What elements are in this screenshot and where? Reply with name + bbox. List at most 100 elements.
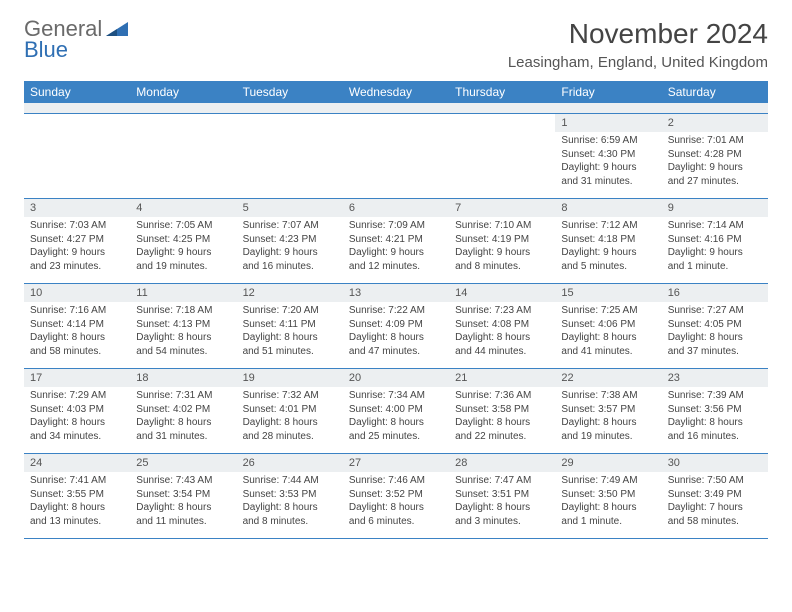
day-sunrise: Sunrise: 7:39 AM bbox=[668, 389, 762, 403]
day-day1: Daylight: 8 hours bbox=[243, 331, 337, 345]
day-data: Sunrise: 7:05 AMSunset: 4:25 PMDaylight:… bbox=[130, 217, 236, 277]
weekday-header: Monday bbox=[130, 81, 236, 103]
logo-text-line2: Blue bbox=[24, 39, 102, 61]
day-cell: 23Sunrise: 7:39 AMSunset: 3:56 PMDayligh… bbox=[662, 368, 768, 453]
day-day1: Daylight: 9 hours bbox=[561, 161, 655, 175]
day-sunset: Sunset: 4:30 PM bbox=[561, 148, 655, 162]
day-number: 18 bbox=[130, 369, 236, 388]
day-day2: and 13 minutes. bbox=[30, 515, 124, 529]
weekday-header: Wednesday bbox=[343, 81, 449, 103]
day-data: Sunrise: 7:25 AMSunset: 4:06 PMDaylight:… bbox=[555, 302, 661, 362]
day-cell: 21Sunrise: 7:36 AMSunset: 3:58 PMDayligh… bbox=[449, 368, 555, 453]
day-number: 15 bbox=[555, 284, 661, 303]
day-number: 27 bbox=[343, 454, 449, 473]
day-data: Sunrise: 7:32 AMSunset: 4:01 PMDaylight:… bbox=[237, 387, 343, 447]
day-day1: Daylight: 9 hours bbox=[30, 246, 124, 260]
day-sunrise: Sunrise: 7:46 AM bbox=[349, 474, 443, 488]
day-sunset: Sunset: 4:09 PM bbox=[349, 318, 443, 332]
day-data: Sunrise: 7:27 AMSunset: 4:05 PMDaylight:… bbox=[662, 302, 768, 362]
day-day2: and 16 minutes. bbox=[668, 430, 762, 444]
day-data: Sunrise: 7:01 AMSunset: 4:28 PMDaylight:… bbox=[662, 132, 768, 192]
day-cell: 18Sunrise: 7:31 AMSunset: 4:02 PMDayligh… bbox=[130, 368, 236, 453]
day-data: Sunrise: 7:22 AMSunset: 4:09 PMDaylight:… bbox=[343, 302, 449, 362]
day-sunrise: Sunrise: 7:36 AM bbox=[455, 389, 549, 403]
day-sunset: Sunset: 3:53 PM bbox=[243, 488, 337, 502]
spacer-row bbox=[24, 103, 768, 113]
day-number: 19 bbox=[237, 369, 343, 388]
day-cell bbox=[130, 113, 236, 198]
day-number: 10 bbox=[24, 284, 130, 303]
calendar-table: Sunday Monday Tuesday Wednesday Thursday… bbox=[24, 81, 768, 539]
day-number: 11 bbox=[130, 284, 236, 303]
day-number: 6 bbox=[343, 199, 449, 218]
day-day2: and 58 minutes. bbox=[668, 515, 762, 529]
day-sunrise: Sunrise: 7:31 AM bbox=[136, 389, 230, 403]
day-day1: Daylight: 8 hours bbox=[561, 416, 655, 430]
day-cell: 17Sunrise: 7:29 AMSunset: 4:03 PMDayligh… bbox=[24, 368, 130, 453]
day-cell: 19Sunrise: 7:32 AMSunset: 4:01 PMDayligh… bbox=[237, 368, 343, 453]
day-sunset: Sunset: 4:18 PM bbox=[561, 233, 655, 247]
day-number: 17 bbox=[24, 369, 130, 388]
day-day2: and 58 minutes. bbox=[30, 345, 124, 359]
day-cell: 22Sunrise: 7:38 AMSunset: 3:57 PMDayligh… bbox=[555, 368, 661, 453]
day-cell: 1Sunrise: 6:59 AMSunset: 4:30 PMDaylight… bbox=[555, 113, 661, 198]
day-sunrise: Sunrise: 7:20 AM bbox=[243, 304, 337, 318]
day-number: 28 bbox=[449, 454, 555, 473]
weekday-header: Saturday bbox=[662, 81, 768, 103]
day-sunrise: Sunrise: 6:59 AM bbox=[561, 134, 655, 148]
day-data: Sunrise: 7:09 AMSunset: 4:21 PMDaylight:… bbox=[343, 217, 449, 277]
day-sunset: Sunset: 4:08 PM bbox=[455, 318, 549, 332]
day-sunrise: Sunrise: 7:44 AM bbox=[243, 474, 337, 488]
day-day2: and 28 minutes. bbox=[243, 430, 337, 444]
day-day2: and 8 minutes. bbox=[455, 260, 549, 274]
day-day2: and 8 minutes. bbox=[243, 515, 337, 529]
day-sunset: Sunset: 3:51 PM bbox=[455, 488, 549, 502]
day-data: Sunrise: 7:12 AMSunset: 4:18 PMDaylight:… bbox=[555, 217, 661, 277]
day-sunset: Sunset: 4:21 PM bbox=[349, 233, 443, 247]
day-day1: Daylight: 8 hours bbox=[349, 501, 443, 515]
day-data: Sunrise: 7:31 AMSunset: 4:02 PMDaylight:… bbox=[130, 387, 236, 447]
weekday-header: Friday bbox=[555, 81, 661, 103]
day-sunset: Sunset: 3:50 PM bbox=[561, 488, 655, 502]
day-data: Sunrise: 7:39 AMSunset: 3:56 PMDaylight:… bbox=[662, 387, 768, 447]
day-day1: Daylight: 9 hours bbox=[561, 246, 655, 260]
day-sunset: Sunset: 4:06 PM bbox=[561, 318, 655, 332]
logo-triangle-icon bbox=[106, 22, 128, 45]
day-cell: 24Sunrise: 7:41 AMSunset: 3:55 PMDayligh… bbox=[24, 453, 130, 538]
day-cell: 3Sunrise: 7:03 AMSunset: 4:27 PMDaylight… bbox=[24, 198, 130, 283]
day-sunrise: Sunrise: 7:34 AM bbox=[349, 389, 443, 403]
day-day1: Daylight: 8 hours bbox=[136, 331, 230, 345]
day-sunset: Sunset: 4:03 PM bbox=[30, 403, 124, 417]
day-day2: and 54 minutes. bbox=[136, 345, 230, 359]
day-cell: 15Sunrise: 7:25 AMSunset: 4:06 PMDayligh… bbox=[555, 283, 661, 368]
week-row: 10Sunrise: 7:16 AMSunset: 4:14 PMDayligh… bbox=[24, 283, 768, 368]
day-data: Sunrise: 7:20 AMSunset: 4:11 PMDaylight:… bbox=[237, 302, 343, 362]
day-sunset: Sunset: 4:01 PM bbox=[243, 403, 337, 417]
day-cell: 20Sunrise: 7:34 AMSunset: 4:00 PMDayligh… bbox=[343, 368, 449, 453]
day-sunset: Sunset: 4:25 PM bbox=[136, 233, 230, 247]
day-data: Sunrise: 7:36 AMSunset: 3:58 PMDaylight:… bbox=[449, 387, 555, 447]
day-sunset: Sunset: 3:56 PM bbox=[668, 403, 762, 417]
day-cell: 8Sunrise: 7:12 AMSunset: 4:18 PMDaylight… bbox=[555, 198, 661, 283]
day-number: 21 bbox=[449, 369, 555, 388]
day-data: Sunrise: 7:47 AMSunset: 3:51 PMDaylight:… bbox=[449, 472, 555, 532]
day-number: 14 bbox=[449, 284, 555, 303]
day-sunrise: Sunrise: 7:07 AM bbox=[243, 219, 337, 233]
day-day1: Daylight: 9 hours bbox=[668, 161, 762, 175]
day-cell: 6Sunrise: 7:09 AMSunset: 4:21 PMDaylight… bbox=[343, 198, 449, 283]
day-number: 16 bbox=[662, 284, 768, 303]
day-cell: 7Sunrise: 7:10 AMSunset: 4:19 PMDaylight… bbox=[449, 198, 555, 283]
day-cell bbox=[237, 113, 343, 198]
day-cell: 16Sunrise: 7:27 AMSunset: 4:05 PMDayligh… bbox=[662, 283, 768, 368]
day-day2: and 19 minutes. bbox=[136, 260, 230, 274]
day-cell: 2Sunrise: 7:01 AMSunset: 4:28 PMDaylight… bbox=[662, 113, 768, 198]
day-data: Sunrise: 7:43 AMSunset: 3:54 PMDaylight:… bbox=[130, 472, 236, 532]
day-cell: 9Sunrise: 7:14 AMSunset: 4:16 PMDaylight… bbox=[662, 198, 768, 283]
day-cell: 30Sunrise: 7:50 AMSunset: 3:49 PMDayligh… bbox=[662, 453, 768, 538]
day-day1: Daylight: 7 hours bbox=[668, 501, 762, 515]
day-data: Sunrise: 7:23 AMSunset: 4:08 PMDaylight:… bbox=[449, 302, 555, 362]
day-cell: 10Sunrise: 7:16 AMSunset: 4:14 PMDayligh… bbox=[24, 283, 130, 368]
day-sunset: Sunset: 3:58 PM bbox=[455, 403, 549, 417]
day-number: 7 bbox=[449, 199, 555, 218]
day-day2: and 23 minutes. bbox=[30, 260, 124, 274]
